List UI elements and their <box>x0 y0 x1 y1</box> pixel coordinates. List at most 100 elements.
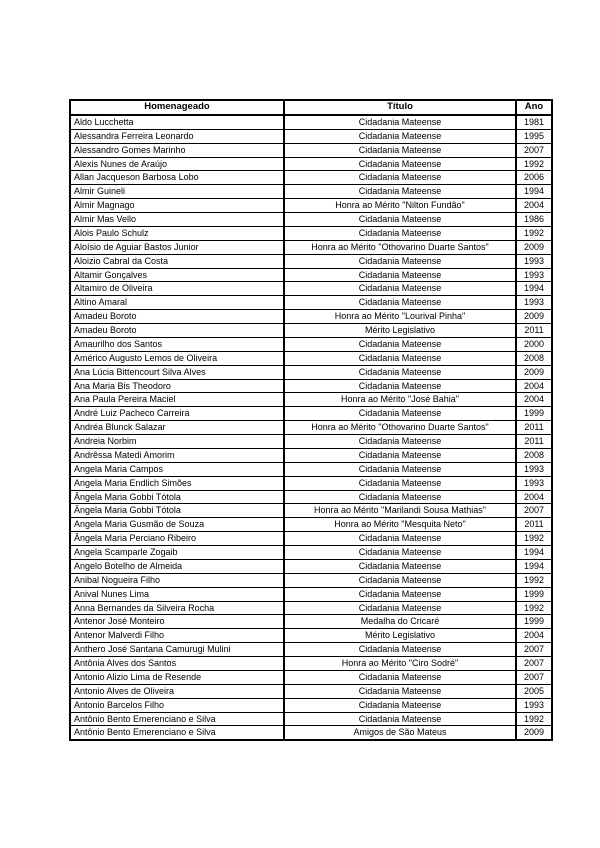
honoree-name-cell: Angela Maria Endlich Simões <box>70 475 284 490</box>
title-cell: Cidadania Mateense <box>283 683 516 699</box>
year-cell: 1992 <box>515 600 552 615</box>
title-cell: Medalha do Cricaré <box>283 614 516 629</box>
title-cell: Honra ao Mérito "Othovarino Duarte Santo… <box>283 239 516 255</box>
table-row: Andrêssa Matedi Amorim Cidadania Mateense… <box>70 447 552 463</box>
table-row: Allan Jacqueson Barbosa Lobo Cidadania Ma… <box>70 170 552 185</box>
honoree-name-cell: Aloizio Cabral da Costa <box>70 253 284 268</box>
table-row: Amadeu Boroto Honra ao Mérito "Lourival P… <box>70 309 552 324</box>
honoree-name-cell: Amaurilho dos Santos <box>70 336 284 352</box>
title-cell: Honra ao Mérito "Marilandi Sousa Mathias… <box>283 503 516 518</box>
table-row: Ana Paula Pereira Maciel Honra ao Mérito … <box>70 392 552 407</box>
table-row: Antônio Bento Emerenciano e Silva Amigos … <box>70 725 552 741</box>
table-row: Altamiro de Oliveira Cidadania Mateense 19… <box>70 281 552 296</box>
table-row: Aloizio Cabral da Costa Cidadania Mateens… <box>70 253 552 268</box>
title-cell: Cidadania Mateense <box>283 447 516 463</box>
title-cell: Cidadania Mateense <box>283 642 516 657</box>
title-cell: Amigos de São Mateus <box>283 725 516 741</box>
title-cell: Honra ao Mérito "José Bahia" <box>283 392 516 407</box>
table-row: Almir Mas Vello Cidadania Mateense 1986 <box>70 212 552 227</box>
title-cell: Honra ao Mérito "Mesquita Neto" <box>283 517 516 532</box>
table-row: Aloísio de Aguiar Bastos Junior Honra ao … <box>70 239 552 255</box>
table-header: Homenageado Título Ano <box>70 100 552 116</box>
honoree-name-cell: Alexis Nunes de Araújo <box>70 156 284 171</box>
year-cell: 2005 <box>515 683 552 699</box>
table-row: André Luiz Pacheco Carreira Cidadania Mat… <box>70 406 552 421</box>
year-cell: 2011 <box>515 517 552 532</box>
year-cell: 2004 <box>515 198 552 213</box>
year-cell: 1993 <box>515 295 552 310</box>
table-row: Anival Nunes Lima Cidadania Mateense 1999 <box>70 586 552 601</box>
honoree-name-cell: Antonio Barcelos Filho <box>70 697 284 712</box>
title-cell: Cidadania Mateense <box>283 434 516 449</box>
title-cell: Cidadania Mateense <box>283 170 516 185</box>
year-cell: 2009 <box>515 239 552 255</box>
year-cell: 1992 <box>515 156 552 171</box>
table-row: Angelo Botelho de Almeida Cidadania Matee… <box>70 558 552 574</box>
year-cell: 2004 <box>515 489 552 504</box>
table-row: Amaurilho dos Santos Cidadania Mateense 20… <box>70 336 552 352</box>
honoree-name-cell: Ângela Maria Perciano Ribeiro <box>70 531 284 546</box>
header-titulo: Título <box>283 100 516 116</box>
title-cell: Cidadania Mateense <box>283 156 516 171</box>
table-row: Anibal Nogueira Filho Cidadania Mateense 1… <box>70 572 552 588</box>
title-cell: Cidadania Mateense <box>283 697 516 712</box>
year-cell: 2007 <box>515 656 552 671</box>
table-row: Andréa Blunck Salazar Honra ao Mérito "Ot… <box>70 420 552 435</box>
table-row: Alessandra Ferreira Leonardo Cidadania Ma… <box>70 128 552 144</box>
table-row: Américo Augusto Lemos de Oliveira Cidadan… <box>70 350 552 366</box>
honoree-name-cell: Andréa Blunck Salazar <box>70 420 284 435</box>
table-row: Alois Paulo Schulz Cidadania Mateense 1992 <box>70 225 552 241</box>
title-cell: Cidadania Mateense <box>283 295 516 310</box>
year-cell: 1993 <box>515 253 552 268</box>
year-cell: 2007 <box>515 642 552 657</box>
year-cell: 2008 <box>515 447 552 463</box>
table-row: Angela Maria Campos Cidadania Mateense 199… <box>70 461 552 477</box>
honoree-name-cell: Anthero José Santana Camurugi Mulini <box>70 642 284 657</box>
honoree-name-cell: Anibal Nogueira Filho <box>70 572 284 588</box>
honoree-name-cell: Altino Amaral <box>70 295 284 310</box>
honoree-name-cell: Ana Paula Pereira Maciel <box>70 392 284 407</box>
year-cell: 2009 <box>515 725 552 741</box>
title-cell: Cidadania Mateense <box>283 184 516 199</box>
year-cell: 1994 <box>515 281 552 296</box>
honoree-name-cell: Antônia Alves dos Santos <box>70 656 284 671</box>
title-cell: Cidadania Mateense <box>283 531 516 546</box>
title-cell: Cidadania Mateense <box>283 600 516 615</box>
year-cell: 1994 <box>515 184 552 199</box>
table-row: Angela Scamparle Zogaib Cidadania Mateens… <box>70 545 552 560</box>
honoree-name-cell: Ângela Maria Gobbi Tótola <box>70 503 284 518</box>
table-row: Antenor José Monteiro Medalha do Cricaré 1… <box>70 614 552 629</box>
honoree-name-cell: Antonio Alizio Lima de Resende <box>70 669 284 685</box>
honorees-table-container: Homenageado Título Ano Aldo Lucchetta Cid… <box>69 99 553 742</box>
honoree-name-cell: Almir Guineli <box>70 184 284 199</box>
year-cell: 1992 <box>515 531 552 546</box>
title-cell: Cidadania Mateense <box>283 281 516 296</box>
table-row: Antônia Alves dos Santos Honra ao Mérito … <box>70 656 552 671</box>
title-cell: Mérito Legislativo <box>283 628 516 643</box>
title-cell: Cidadania Mateense <box>283 711 516 726</box>
honoree-name-cell: Américo Augusto Lemos de Oliveira <box>70 350 284 366</box>
table-row: Alessandro Gomes Marinho Cidadania Mateen… <box>70 142 552 157</box>
table-row: Amadeu Boroto Mérito Legislativo 2011 <box>70 323 552 338</box>
honoree-name-cell: Angela Scamparle Zogaib <box>70 545 284 560</box>
year-cell: 1994 <box>515 545 552 560</box>
honoree-name-cell: Altamir Gonçalves <box>70 267 284 282</box>
title-cell: Cidadania Mateense <box>283 212 516 227</box>
year-cell: 2004 <box>515 392 552 407</box>
table-row: Ângela Maria Gobbi Tótola Honra ao Mérito… <box>70 503 552 518</box>
honoree-name-cell: André Luiz Pacheco Carreira <box>70 406 284 421</box>
title-cell: Cidadania Mateense <box>283 461 516 477</box>
year-cell: 2000 <box>515 336 552 352</box>
year-cell: 1995 <box>515 128 552 144</box>
title-cell: Cidadania Mateense <box>283 336 516 352</box>
title-cell: Cidadania Mateense <box>283 586 516 601</box>
year-cell: 2009 <box>515 309 552 324</box>
honoree-name-cell: Amadeu Boroto <box>70 323 284 338</box>
table-row: Altamir Gonçalves Cidadania Mateense 1993 <box>70 267 552 282</box>
title-cell: Cidadania Mateense <box>283 669 516 685</box>
year-cell: 1999 <box>515 406 552 421</box>
year-cell: 1993 <box>515 475 552 490</box>
year-cell: 1992 <box>515 572 552 588</box>
year-cell: 1994 <box>515 558 552 574</box>
year-cell: 1993 <box>515 461 552 477</box>
